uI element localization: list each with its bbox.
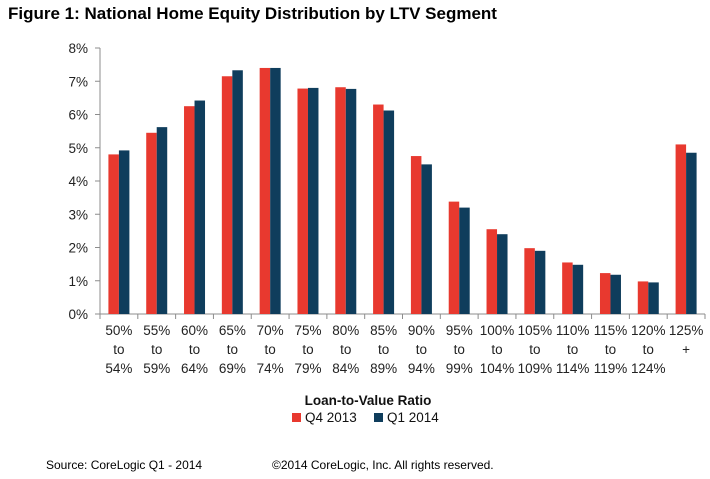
y-axis-tick-labels: 0% 1% 2% 3% 4% 5% 6% 7% 8% (68, 41, 88, 322)
chart-title: Figure 1: National Home Equity Distribut… (8, 4, 497, 23)
bar-q4-2013 (259, 67, 271, 314)
legend-label-q4-2013: Q4 2013 (305, 410, 357, 425)
x-tick-label: 120% to 124% (631, 323, 666, 376)
bar-q4-2013 (297, 88, 308, 314)
y-tick-label: 0% (68, 307, 88, 322)
x-tick-label: 85% to 89% (370, 323, 397, 376)
bar-q1-2014 (307, 87, 319, 315)
chart-bars (108, 67, 697, 315)
y-tick-label: 8% (68, 41, 88, 56)
bar-q1-2014 (194, 100, 206, 314)
bar-q4-2013 (373, 104, 384, 314)
bar-q4-2013 (221, 76, 233, 314)
y-tick-label: 6% (68, 108, 88, 123)
bar-q1-2014 (383, 110, 395, 314)
legend-swatch-q4-2013 (292, 413, 301, 422)
bar-q4-2013 (675, 144, 687, 314)
y-tick-label: 7% (68, 74, 88, 89)
x-axis-title: Loan-to-Value Ratio (305, 393, 432, 408)
bar-q1-2014 (459, 207, 470, 314)
y-tick-label: 4% (68, 174, 88, 189)
bar-q4-2013 (637, 281, 649, 314)
chart-legend: Q4 2013 Q1 2014 (292, 410, 439, 425)
bar-q1-2014 (648, 282, 659, 314)
x-tick-label: 105% to 109% (518, 323, 553, 376)
x-tick-label: 50% to 54% (105, 323, 132, 376)
bar-q1-2014 (497, 234, 508, 314)
x-axis-tick-labels: 50% to 54% 55% to 59% 60% to 64% 65% to 69% 70% to 74%… (105, 323, 703, 376)
x-tick-label: 60% to 64% (181, 323, 208, 376)
bar-q1-2014 (156, 127, 168, 314)
bar-q1-2014 (421, 164, 432, 315)
x-tick-label: 55% to 59% (143, 323, 170, 376)
bar-q4-2013 (146, 132, 157, 314)
x-tick-label: 115% to 119% (594, 323, 628, 376)
bar-q1-2014 (118, 150, 130, 314)
bar-q4-2013 (599, 273, 611, 314)
bar-q4-2013 (108, 154, 119, 314)
legend-swatch-q1-2014 (374, 413, 383, 422)
bar-q4-2013 (524, 248, 535, 314)
bar-q1-2014 (534, 250, 546, 314)
x-tick-label: 110% to 114% (556, 323, 590, 376)
bar-q1-2014 (232, 70, 243, 314)
y-tick-label: 5% (68, 141, 88, 156)
bar-q4-2013 (448, 201, 460, 314)
y-tick-label: 2% (68, 241, 88, 256)
y-tick-label: 3% (68, 207, 88, 222)
legend-label-q1-2014: Q1 2014 (387, 410, 439, 425)
bar-q4-2013 (410, 156, 422, 314)
bar-q4-2013 (335, 87, 346, 314)
bar-q1-2014 (345, 88, 357, 315)
copyright-note: ©2014 CoreLogic, Inc. All rights reserve… (272, 458, 494, 472)
x-tick-label: 125% + (669, 323, 704, 357)
bar-q4-2013 (486, 229, 498, 314)
x-tick-label: 90% to 94% (408, 323, 435, 376)
bar-q1-2014 (686, 152, 697, 314)
bar-q1-2014 (572, 264, 584, 314)
bar-q4-2013 (184, 106, 195, 314)
bar-q4-2013 (562, 262, 573, 314)
x-tick-label: 70% to 74% (257, 323, 284, 376)
y-tick-label: 1% (68, 274, 88, 289)
x-tick-label: 100% to 104% (480, 323, 515, 376)
bar-q1-2014 (270, 67, 281, 314)
x-tick-label: 95% to 99% (446, 323, 473, 376)
source-note: Source: CoreLogic Q1 - 2014 (46, 458, 203, 472)
x-tick-label: 80% to 84% (332, 323, 359, 376)
x-tick-label: 65% to 69% (219, 323, 246, 376)
x-tick-label: 75% to 79% (294, 323, 321, 376)
bar-q1-2014 (610, 274, 621, 314)
